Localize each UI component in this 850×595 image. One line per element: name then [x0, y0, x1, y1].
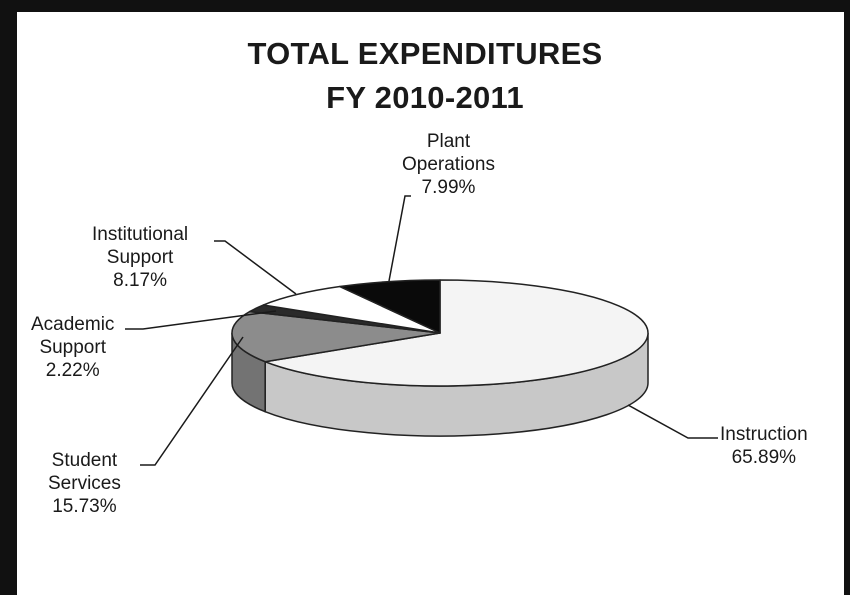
- label-institutional-support-line-1: Institutional: [92, 224, 189, 245]
- label-academic-support-line-2: Support: [39, 337, 106, 358]
- chart-title-line-1: TOTAL EXPENDITURES: [247, 36, 603, 71]
- label-instruction-line-1: Instruction: [720, 424, 808, 445]
- label-institutional-support-value: 8.17%: [113, 270, 167, 291]
- label-institutional-support-line-2: Support: [106, 247, 174, 268]
- leader-student-services: [140, 336, 244, 466]
- pie-top: [231, 279, 649, 387]
- label-academic-support-line-1: Academic: [31, 314, 115, 335]
- pie-slice-instruction: [264, 279, 649, 387]
- label-plant-operations-line-1: Plant: [426, 131, 471, 152]
- label-academic-support-value: 2.22%: [45, 360, 100, 381]
- label-academic-support: Academic Support 2.22%: [31, 313, 114, 382]
- label-instruction: Instruction 65.89%: [720, 423, 808, 469]
- label-student-services-value: 15.73%: [52, 496, 117, 517]
- label-student-services-line-1: Student: [51, 450, 118, 471]
- leader-academic-support: [125, 310, 277, 330]
- leader-instruction: [627, 404, 718, 439]
- leader-plant-operations: [388, 195, 411, 282]
- label-plant-operations: Plant Operations 7.99%: [402, 130, 495, 199]
- label-instruction-value: 65.89%: [731, 447, 797, 468]
- pie-slice-plant-operations: [339, 279, 441, 334]
- pie-slice-institutional-support: [262, 285, 441, 334]
- label-student-services: Student Services 15.73%: [48, 449, 121, 518]
- leader-institutional-support: [214, 240, 297, 295]
- chart-title-line-2: FY 2010-2011: [326, 80, 524, 115]
- label-plant-operations-value: 7.99%: [421, 177, 476, 198]
- label-plant-operations-line-2: Operations: [402, 154, 495, 175]
- label-student-services-line-2: Services: [48, 473, 121, 494]
- label-institutional-support: Institutional Support 8.17%: [92, 223, 188, 292]
